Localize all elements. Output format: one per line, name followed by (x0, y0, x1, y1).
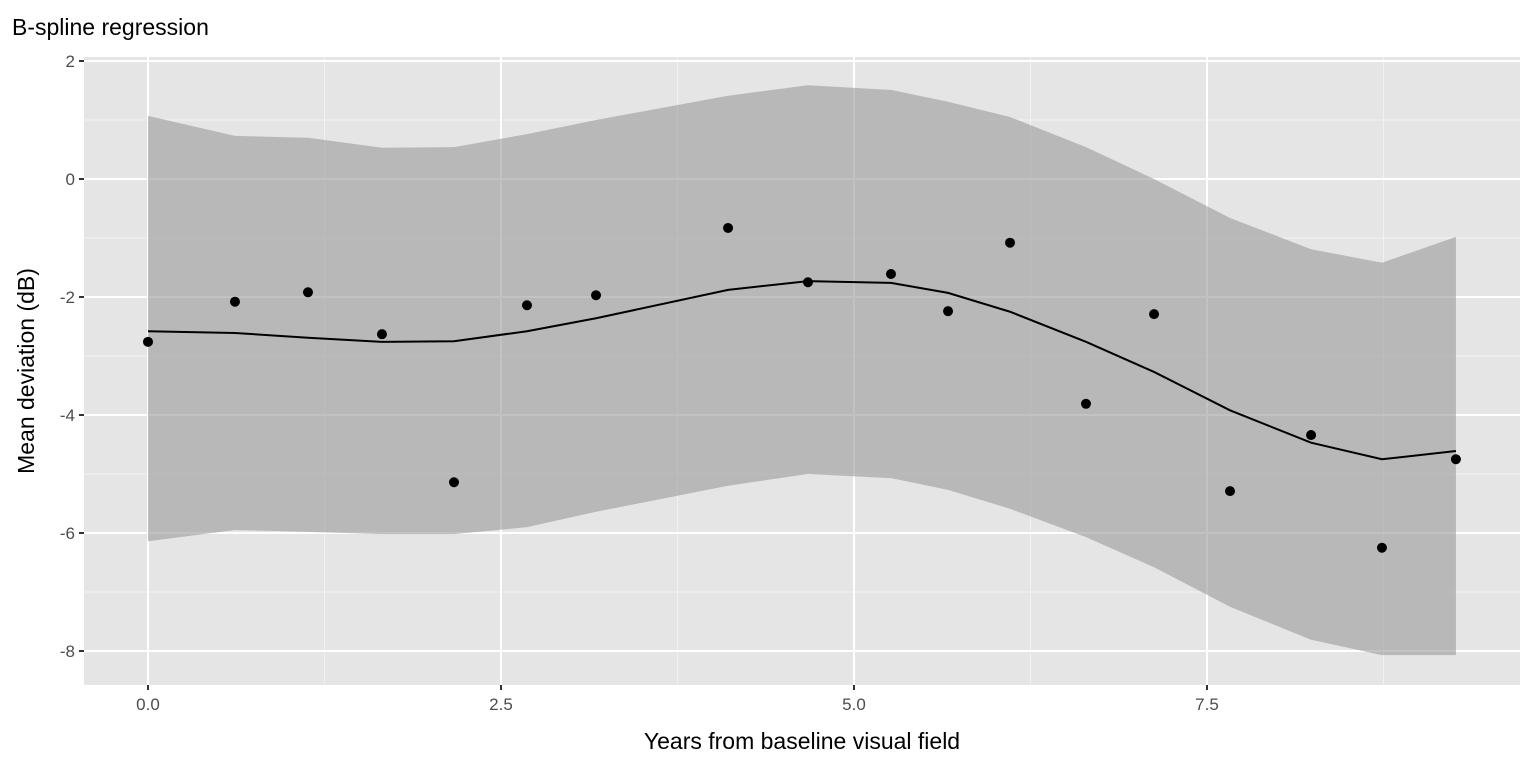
y-tick-label: -2 (60, 288, 75, 307)
data-point (448, 477, 459, 488)
x-tick-label: 7.5 (1195, 695, 1219, 714)
data-point (591, 290, 602, 301)
y-axis-label: Mean deviation (dB) (13, 268, 39, 474)
y-tick-label: -4 (60, 406, 75, 425)
data-point (302, 287, 313, 298)
data-point (723, 222, 734, 233)
y-tick-label: -6 (60, 524, 75, 543)
data-point (1225, 486, 1236, 497)
y-tick-label: 0 (66, 170, 75, 189)
data-point (376, 329, 387, 340)
data-point (1080, 398, 1091, 409)
fit-line (147, 280, 1457, 461)
data-point (802, 277, 813, 288)
y-tick-label: 2 (66, 52, 75, 71)
data-points (143, 222, 1461, 553)
data-point (885, 268, 896, 279)
data-point (1149, 309, 1160, 320)
x-tick-label: 2.5 (489, 695, 513, 714)
data-point (1306, 430, 1317, 441)
data-point (1376, 542, 1387, 553)
data-point (521, 300, 532, 311)
data-point (1005, 237, 1016, 248)
x-axis-label: Years from baseline visual field (644, 728, 960, 754)
data-point (1450, 454, 1461, 465)
confidence-band (148, 85, 1456, 656)
x-tick-label: 0.0 (136, 695, 160, 714)
chart-title: B-spline regression (12, 14, 209, 40)
data-point (229, 296, 240, 307)
x-axis: 0.0 2.5 5.0 7.5 (136, 685, 1219, 714)
data-point (943, 306, 954, 317)
y-tick-label: -8 (60, 642, 75, 661)
x-tick-label: 5.0 (842, 695, 866, 714)
y-axis: 2 0 -2 -4 -6 -8 (60, 52, 84, 661)
data-point (143, 336, 153, 347)
